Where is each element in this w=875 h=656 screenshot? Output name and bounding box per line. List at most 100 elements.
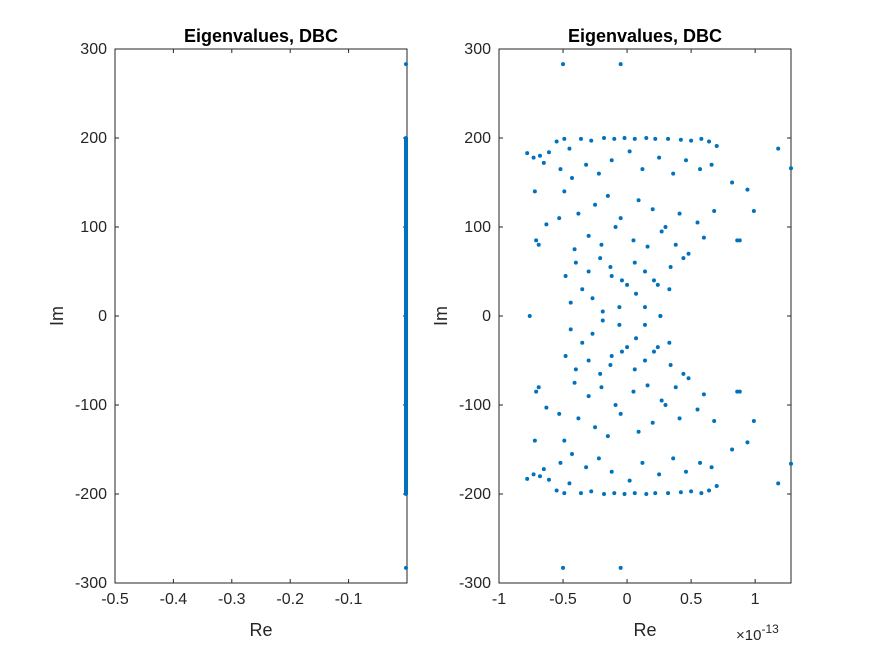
data-point: [598, 256, 603, 261]
data-point: [644, 136, 649, 140]
data-point: [673, 385, 678, 390]
data-point: [730, 180, 735, 185]
data-point: [714, 483, 719, 488]
data-point: [681, 256, 686, 261]
x-tick-label: -0.1: [335, 591, 363, 608]
data-point: [546, 150, 551, 155]
data-point: [558, 167, 563, 172]
data-point: [562, 491, 567, 496]
data-point: [584, 465, 589, 470]
data-point: [600, 309, 605, 314]
data-point: [527, 314, 532, 318]
data-point: [600, 318, 605, 323]
data-point: [683, 158, 688, 163]
left-y-axis-label: Im: [47, 306, 67, 326]
data-point: [632, 367, 637, 372]
data-point: [613, 403, 618, 407]
left-axes: Eigenvalues, DBC -300-200-1000100200300 …: [47, 26, 408, 640]
data-point: [622, 136, 627, 140]
data-point: [745, 187, 750, 192]
data-point: [776, 481, 781, 486]
data-point: [576, 211, 581, 216]
data-point: [618, 62, 623, 67]
data-point: [671, 171, 676, 176]
data-point: [712, 419, 717, 424]
data-point: [667, 287, 672, 292]
data-point: [651, 349, 656, 354]
data-point: [666, 491, 671, 496]
right-chart-title: Eigenvalues, DBC: [568, 26, 722, 46]
data-point: [525, 476, 530, 481]
data-point: [531, 472, 536, 477]
data-point: [567, 481, 572, 486]
data-point: [612, 136, 617, 141]
data-point: [689, 489, 694, 494]
data-point: [686, 251, 691, 256]
y-tick-label: 100: [464, 219, 491, 236]
data-point: [698, 167, 703, 172]
right-axes: Eigenvalues, DBC -300-200-1000100200300 …: [431, 26, 793, 644]
data-point: [590, 296, 595, 301]
data-point: [751, 419, 756, 424]
data-point: [695, 220, 700, 225]
data-point: [683, 469, 688, 474]
data-point: [596, 171, 601, 176]
data-point: [618, 411, 623, 416]
data-point: [541, 467, 546, 472]
x-exponent-power: -13: [761, 622, 779, 636]
data-point: [643, 322, 647, 327]
data-point: [546, 477, 551, 482]
data-point: [590, 331, 595, 336]
y-tick-label: -100: [459, 397, 491, 414]
data-point: [625, 282, 630, 287]
data-point: [712, 208, 717, 213]
data-point: [695, 407, 700, 412]
data-point: [667, 340, 672, 345]
data-point: [562, 136, 567, 141]
data-point: [609, 354, 614, 359]
data-point: [707, 139, 712, 144]
data-point: [622, 492, 627, 496]
x-exponent-base: ×10: [736, 627, 761, 644]
data-point: [554, 488, 559, 493]
x-tick-label: -0.2: [276, 591, 304, 608]
right-plot-area: [498, 48, 792, 584]
data-point: [589, 489, 594, 494]
data-point: [599, 242, 604, 247]
data-point: [655, 345, 660, 350]
data-point: [531, 155, 536, 160]
data-point: [737, 389, 742, 394]
data-point: [709, 162, 714, 167]
data-point: [701, 235, 706, 240]
data-point: [570, 451, 574, 456]
data-point: [570, 176, 574, 181]
data-point: [561, 62, 566, 67]
data-point: [673, 242, 678, 247]
data-point: [598, 371, 603, 376]
left-chart-title: Eigenvalues, DBC: [184, 26, 338, 46]
data-point: [619, 278, 624, 283]
data-point: [558, 460, 563, 465]
data-point: [554, 139, 559, 144]
data-point: [562, 189, 567, 194]
data-point: [643, 269, 647, 274]
data-point: [659, 229, 664, 234]
data-point: [632, 260, 637, 265]
data-point: [568, 327, 573, 332]
left-plot-area: [114, 48, 408, 584]
data-point: [567, 146, 572, 151]
data-point: [608, 265, 613, 270]
data-point: [653, 491, 658, 496]
data-point: [634, 336, 639, 341]
data-point: [645, 244, 650, 249]
data-point: [618, 565, 623, 570]
data-point: [617, 322, 622, 327]
data-point: [617, 305, 622, 310]
x-exponent-label: ×10-13: [736, 622, 779, 644]
data-point: [776, 146, 781, 151]
data-point: [698, 460, 703, 465]
y-tick-label: 200: [80, 130, 107, 147]
data-point: [534, 389, 539, 394]
data-point: [714, 144, 719, 149]
data-point: [643, 358, 647, 363]
